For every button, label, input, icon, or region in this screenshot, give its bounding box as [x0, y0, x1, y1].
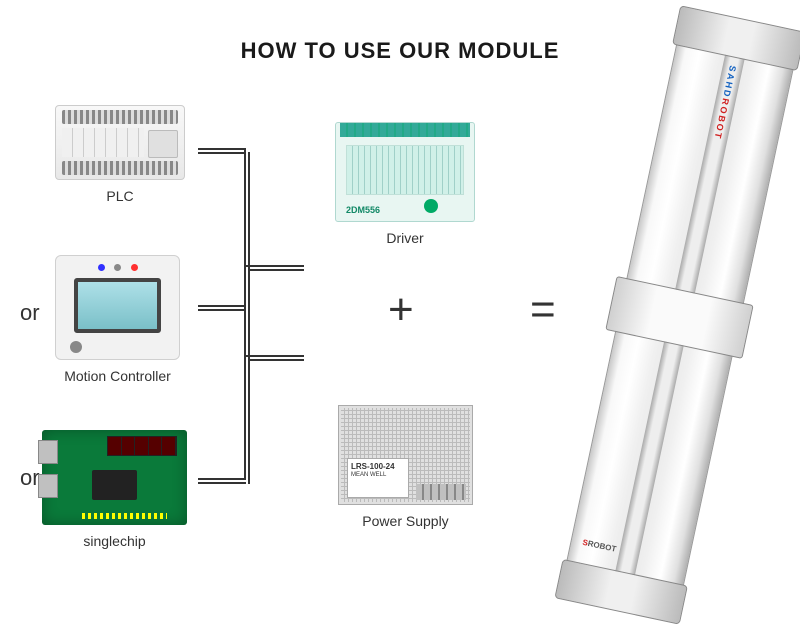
linear-module-image: SAHDROBOT SROBOT	[560, 14, 800, 616]
connector-line	[248, 269, 304, 271]
connector-line	[244, 148, 246, 480]
connector-line	[248, 152, 250, 484]
plc-image	[55, 105, 185, 180]
driver-pcb-text: 2DM556	[346, 205, 380, 215]
psu-brand-text: MEAN WELL	[351, 472, 405, 479]
connector-line	[244, 355, 304, 357]
power-supply-label: Power Supply	[362, 513, 448, 529]
power-supply-component: LRS-100-24 MEAN WELL Power Supply	[338, 405, 473, 529]
plc-component: PLC	[55, 105, 185, 204]
singlechip-label: singlechip	[83, 533, 145, 549]
connector-line	[198, 305, 246, 307]
linear-module-component: SAHDROBOT SROBOT	[620, 20, 740, 610]
psu-model-text: LRS-100-24	[351, 462, 405, 472]
singlechip-image	[42, 430, 187, 525]
motion-controller-component: Motion Controller	[55, 255, 180, 384]
driver-component: 2DM556 Driver	[335, 122, 475, 246]
connector-line	[244, 265, 304, 267]
motion-controller-image	[55, 255, 180, 360]
singlechip-component: singlechip	[42, 430, 187, 549]
connector-line	[198, 309, 246, 311]
plus-operator: +	[388, 285, 414, 335]
connector-line	[198, 148, 246, 150]
connector-line	[198, 152, 246, 154]
motion-controller-label: Motion Controller	[64, 368, 171, 384]
connector-line	[198, 478, 246, 480]
power-supply-image: LRS-100-24 MEAN WELL	[338, 405, 473, 505]
plc-label: PLC	[106, 188, 133, 204]
connector-line	[198, 482, 246, 484]
connector-line	[248, 359, 304, 361]
equals-operator: =	[530, 285, 550, 335]
driver-image: 2DM556	[335, 122, 475, 222]
driver-label: Driver	[386, 230, 423, 246]
or-label-1: or	[20, 300, 40, 326]
or-label-2: or	[20, 465, 40, 491]
